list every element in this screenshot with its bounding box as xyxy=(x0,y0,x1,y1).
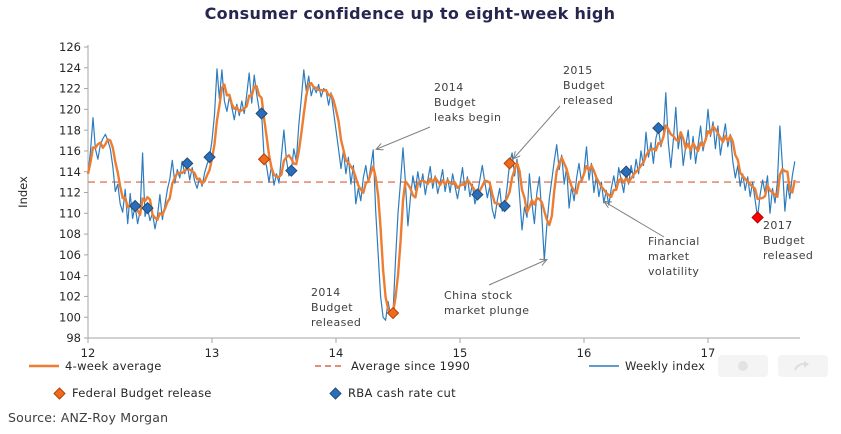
annotation-budget-2015: 2015 Budget released xyxy=(563,64,614,107)
federal-budget-release-marker xyxy=(257,153,271,166)
legend-diamond-swatch xyxy=(329,386,342,400)
y-tick-label: 116 xyxy=(59,144,81,158)
rba-cash-rate-cut-marker xyxy=(141,201,154,215)
annotation-budget-2014: 2014 Budget released xyxy=(311,286,362,329)
x-tick-label: 15 xyxy=(453,346,468,360)
legend-item-label: 4-week average xyxy=(65,359,162,373)
rba-cash-rate-cut-marker xyxy=(203,150,216,164)
rba-cash-rate-cut-marker xyxy=(619,165,633,178)
chart-toolbar-zoom-button[interactable] xyxy=(718,355,768,377)
rba-cash-rate-cut-marker xyxy=(652,121,665,135)
legend-line-swatch xyxy=(315,365,345,367)
legend-item-label: RBA cash rate cut xyxy=(348,386,456,400)
y-tick-label: 100 xyxy=(59,310,81,324)
legend-item-rba-cash-rate-cut: RBA cash rate cut xyxy=(328,385,456,401)
y-tick-label: 124 xyxy=(59,61,81,75)
annotation-china-plunge: China stock market plunge xyxy=(444,289,530,317)
legend-line-swatch xyxy=(589,365,619,367)
legend-item-label: Average since 1990 xyxy=(351,359,471,373)
y-tick-label: 120 xyxy=(59,102,81,116)
share-arrow-icon xyxy=(794,361,809,371)
weekly-index-line xyxy=(87,68,796,321)
federal-budget-release-marker xyxy=(751,211,764,224)
annotation-arrow-china-plunge xyxy=(488,260,546,286)
x-tick-label: 13 xyxy=(205,346,220,360)
y-tick-label: 102 xyxy=(59,290,81,304)
annotation-arrow-financial-volatility xyxy=(605,202,665,238)
y-tick-label: 122 xyxy=(59,82,81,96)
rba-cash-rate-cut-marker xyxy=(128,199,142,213)
rba-cash-rate-cut-marker xyxy=(285,164,298,177)
legend-diamond-swatch xyxy=(53,386,66,400)
rba-cash-rate-cut-marker xyxy=(498,199,511,213)
legend-item-average-since-1990: Average since 1990 xyxy=(314,358,470,374)
y-tick-label: 114 xyxy=(59,165,81,179)
legend-item-weekly-index: Weekly index xyxy=(588,358,705,374)
y-tick-label: 112 xyxy=(59,186,81,200)
federal-budget-release-marker xyxy=(503,157,516,170)
legend-item-federal-budget-release: Federal Budget release xyxy=(52,385,212,401)
y-tick-label: 108 xyxy=(59,227,81,241)
x-tick-label: 12 xyxy=(81,346,96,360)
rba-cash-rate-cut-marker xyxy=(180,157,194,170)
circle-icon xyxy=(738,361,748,371)
y-tick-label: 98 xyxy=(66,331,81,345)
annotation-arrow-budget-2015 xyxy=(514,105,561,158)
chart-toolbar-share-button[interactable] xyxy=(778,355,828,377)
four-week-average-line xyxy=(86,81,796,315)
annotation-financial-volatility: Financial market volatility xyxy=(648,235,700,278)
chart-title: Consumer confidence up to eight-week hig… xyxy=(204,4,616,23)
y-tick-label: 110 xyxy=(59,206,81,220)
federal-budget-release-marker xyxy=(386,306,400,320)
legend-item-label: Federal Budget release xyxy=(72,386,212,400)
legend-item-4-week-average: 4-week average xyxy=(28,358,162,374)
source-text: Source: ANZ-Roy Morgan xyxy=(8,410,169,425)
legend-item-label: Weekly index xyxy=(625,359,706,373)
legend-line-swatch xyxy=(29,364,59,368)
rba-cash-rate-cut-marker xyxy=(255,107,268,120)
y-tick-label: 104 xyxy=(59,269,81,283)
x-tick-label: 14 xyxy=(329,346,344,360)
rba-cash-rate-cut-marker xyxy=(471,188,484,201)
annotation-budget-2017: 2017 Budget released xyxy=(763,219,814,262)
x-tick-label: 17 xyxy=(701,346,716,360)
x-tick-label: 16 xyxy=(577,346,592,360)
y-tick-label: 106 xyxy=(59,248,81,262)
annotation-arrow-budget-leaks-2014 xyxy=(377,126,431,149)
y-axis-title: Index xyxy=(16,176,30,208)
annotation-budget-leaks-2014: 2014 Budget leaks begin xyxy=(434,81,502,124)
y-tick-label: 118 xyxy=(59,123,81,137)
y-tick-label: 126 xyxy=(59,40,81,54)
